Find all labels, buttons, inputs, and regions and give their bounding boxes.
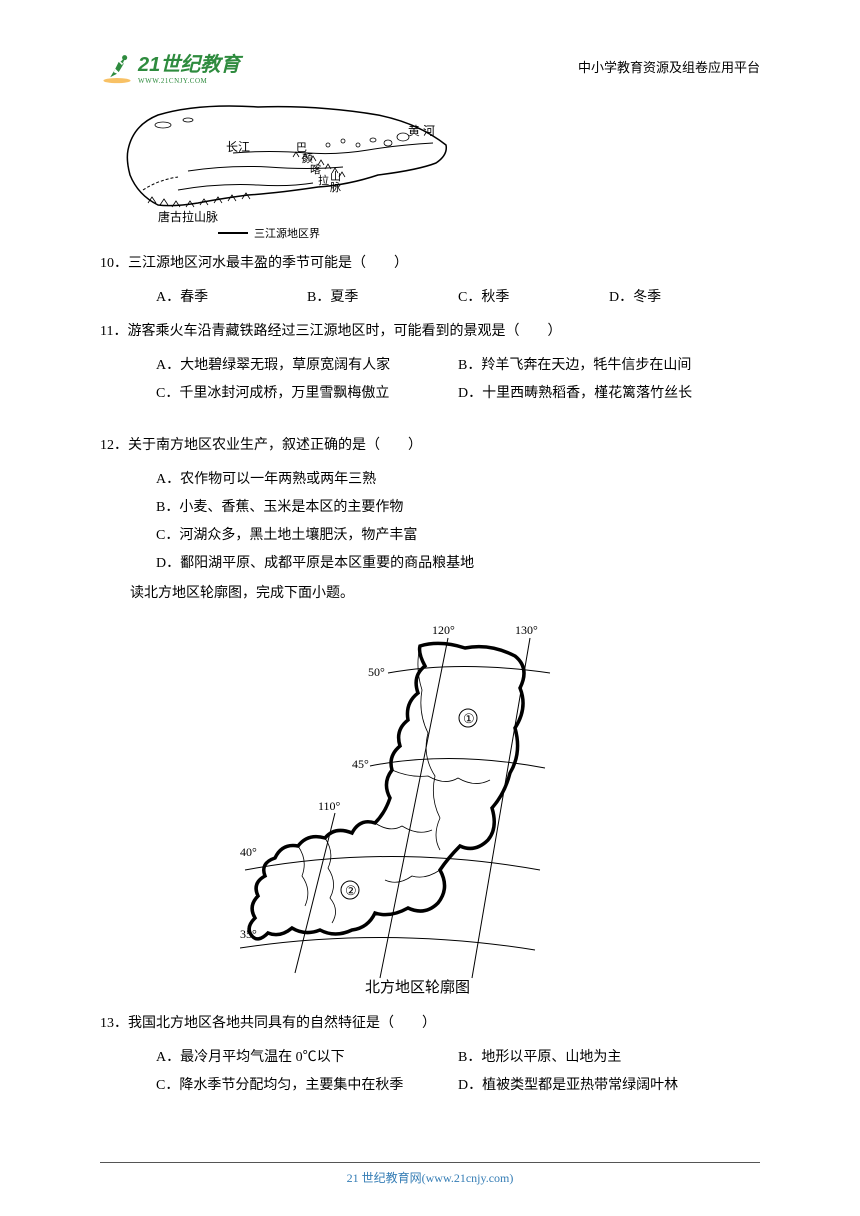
footer-prefix: 21 世纪教育网( xyxy=(347,1171,426,1185)
logo-url: WWW.21CNJY.COM xyxy=(138,77,240,85)
question-11: 11．游客乘火车沿青藏铁路经过三江源地区时，可能看到的景观是（ ） xyxy=(100,318,760,346)
q11-text: 游客乘火车沿青藏铁路经过三江源地区时，可能看到的景观是（ ） xyxy=(127,324,561,339)
q10-opt-d[interactable]: D．冬季 xyxy=(609,284,760,312)
q13-opt-c[interactable]: C．降水季节分配均匀，主要集中在秋季 xyxy=(156,1072,458,1100)
question-13: 13．我国北方地区各地共同具有的自然特征是（ ） xyxy=(100,1010,760,1038)
label-changjiang: 长江 xyxy=(226,140,250,154)
label-lat40: 40° xyxy=(240,845,257,859)
figure-sanjiangyuan-map: 黄 河 长江 巴颜喀拉山脉 唐古拉山脉 三江源地区界 xyxy=(118,95,458,240)
logo-runner-icon xyxy=(100,50,134,84)
q11-opt-b[interactable]: B．羚羊飞奔在天边，牦牛信步在山间 xyxy=(458,352,760,380)
footer-suffix: ) xyxy=(509,1171,513,1185)
question-12: 12．关于南方地区农业生产，叙述正确的是（ ） xyxy=(100,432,760,460)
label-lat35: 35° xyxy=(240,927,257,941)
label-yellow-river: 黄 河 xyxy=(408,124,435,138)
question-10: 10．三江源地区河水最丰盈的季节可能是（ ） xyxy=(100,250,760,278)
q12-text: 关于南方地区农业生产，叙述正确的是（ ） xyxy=(128,438,422,453)
page-header: 21世纪教育 WWW.21CNJY.COM 中小学教育资源及组卷应用平台 xyxy=(100,48,760,85)
legend-text: 三江源地区界 xyxy=(254,226,320,240)
logo: 21世纪教育 WWW.21CNJY.COM xyxy=(100,48,240,85)
q11-options: A．大地碧绿翠无瑕，草原宽阔有人家 B．羚羊飞奔在天边，牦牛信步在山间 C．千里… xyxy=(100,352,760,408)
figure2-caption: 北方地区轮廓图 xyxy=(365,979,470,996)
q13-opt-d[interactable]: D．植被类型都是亚热带常绿阔叶林 xyxy=(458,1072,760,1100)
q13-options: A．最冷月平均气温在 0℃以下 B．地形以平原、山地为主 C．降水季节分配均匀，… xyxy=(100,1044,760,1100)
q12-instruction: 读北方地区轮廓图，完成下面小题。 xyxy=(100,580,760,608)
q12-options: A．农作物可以一年两熟或两年三熟 B．小麦、香蕉、玉米是本区的主要作物 C．河湖… xyxy=(100,466,760,578)
q12-opt-c[interactable]: C．河湖众多，黑土地土壤肥沃，物产丰富 xyxy=(156,522,796,550)
q12-opt-d[interactable]: D．鄱阳湖平原、成都平原是本区重要的商品粮基地 xyxy=(156,550,796,578)
q13-text: 我国北方地区各地共同具有的自然特征是（ ） xyxy=(128,1016,436,1031)
label-lon120: 120° xyxy=(432,623,455,637)
label-lat50: 50° xyxy=(368,665,385,679)
q12-opt-b[interactable]: B．小麦、香蕉、玉米是本区的主要作物 xyxy=(156,494,796,522)
q10-options: A．春季 B．夏季 C．秋季 D．冬季 xyxy=(100,284,760,312)
label-lon110: 110° xyxy=(318,799,341,813)
q11-opt-a[interactable]: A．大地碧绿翠无瑕，草原宽阔有人家 xyxy=(156,352,458,380)
q10-number: 10． xyxy=(100,256,128,271)
q10-opt-b[interactable]: B．夏季 xyxy=(307,284,458,312)
q11-opt-c[interactable]: C．千里冰封河成桥，万里雪飘梅傲立 xyxy=(156,380,458,408)
q13-number: 13． xyxy=(100,1016,128,1031)
label-region2: ② xyxy=(345,883,357,898)
figure-north-region-map: 120° 130° 110° 50° 45° 40° 35° ① ② 北方地区轮… xyxy=(240,618,560,998)
logo-text: 21世纪教育 xyxy=(138,48,240,77)
q11-opt-d[interactable]: D．十里西畴熟稻香，槿花篱落竹丝长 xyxy=(458,380,760,408)
label-region1: ① xyxy=(463,711,475,726)
q13-opt-b[interactable]: B．地形以平原、山地为主 xyxy=(458,1044,760,1072)
footer-link[interactable]: www.21cnjy.com xyxy=(426,1171,510,1185)
q11-number: 11． xyxy=(100,324,127,339)
page-footer: 21 世纪教育网(www.21cnjy.com) xyxy=(100,1162,760,1186)
q10-opt-a[interactable]: A．春季 xyxy=(156,284,307,312)
label-tanggula: 唐古拉山脉 xyxy=(158,209,218,224)
label-lat45: 45° xyxy=(352,757,369,771)
header-right-text: 中小学教育资源及组卷应用平台 xyxy=(578,57,760,76)
q12-number: 12． xyxy=(100,438,128,453)
q10-opt-c[interactable]: C．秋季 xyxy=(458,284,609,312)
q13-opt-a[interactable]: A．最冷月平均气温在 0℃以下 xyxy=(156,1044,458,1072)
q10-text: 三江源地区河水最丰盈的季节可能是（ ） xyxy=(128,256,408,271)
label-lon130: 130° xyxy=(515,623,538,637)
q12-opt-a[interactable]: A．农作物可以一年两熟或两年三熟 xyxy=(156,466,796,494)
